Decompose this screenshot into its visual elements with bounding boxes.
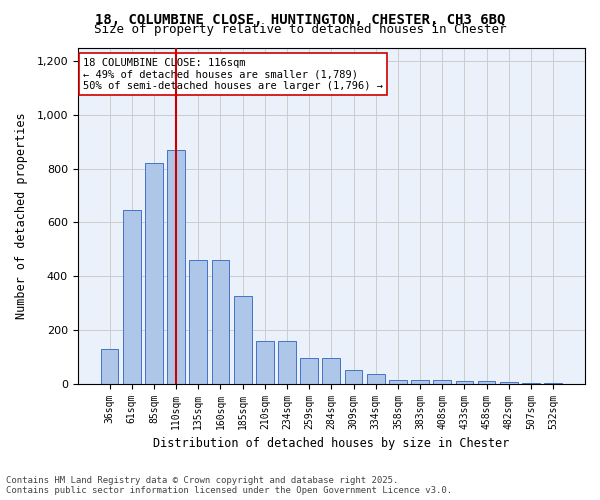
Bar <box>256 340 274 384</box>
Bar <box>234 296 251 384</box>
Text: 18, COLUMBINE CLOSE, HUNTINGTON, CHESTER, CH3 6BQ: 18, COLUMBINE CLOSE, HUNTINGTON, CHESTER… <box>95 12 505 26</box>
Bar <box>278 340 296 384</box>
Bar <box>344 370 362 384</box>
Bar <box>145 163 163 384</box>
Text: 18 COLUMBINE CLOSE: 116sqm
← 49% of detached houses are smaller (1,789)
50% of s: 18 COLUMBINE CLOSE: 116sqm ← 49% of deta… <box>83 58 383 91</box>
Bar <box>544 383 562 384</box>
Bar <box>500 382 518 384</box>
Bar <box>478 381 496 384</box>
Bar <box>455 381 473 384</box>
Bar <box>300 358 318 384</box>
Bar <box>411 380 429 384</box>
X-axis label: Distribution of detached houses by size in Chester: Distribution of detached houses by size … <box>153 437 509 450</box>
Bar <box>367 374 385 384</box>
Text: Contains HM Land Registry data © Crown copyright and database right 2025.
Contai: Contains HM Land Registry data © Crown c… <box>6 476 452 495</box>
Bar <box>522 383 540 384</box>
Bar <box>190 260 207 384</box>
Bar <box>212 260 229 384</box>
Y-axis label: Number of detached properties: Number of detached properties <box>15 112 28 319</box>
Bar <box>101 348 118 384</box>
Bar <box>167 150 185 384</box>
Bar <box>389 380 407 384</box>
Text: Size of property relative to detached houses in Chester: Size of property relative to detached ho… <box>94 22 506 36</box>
Bar <box>433 380 451 384</box>
Bar <box>123 210 140 384</box>
Bar <box>322 358 340 384</box>
